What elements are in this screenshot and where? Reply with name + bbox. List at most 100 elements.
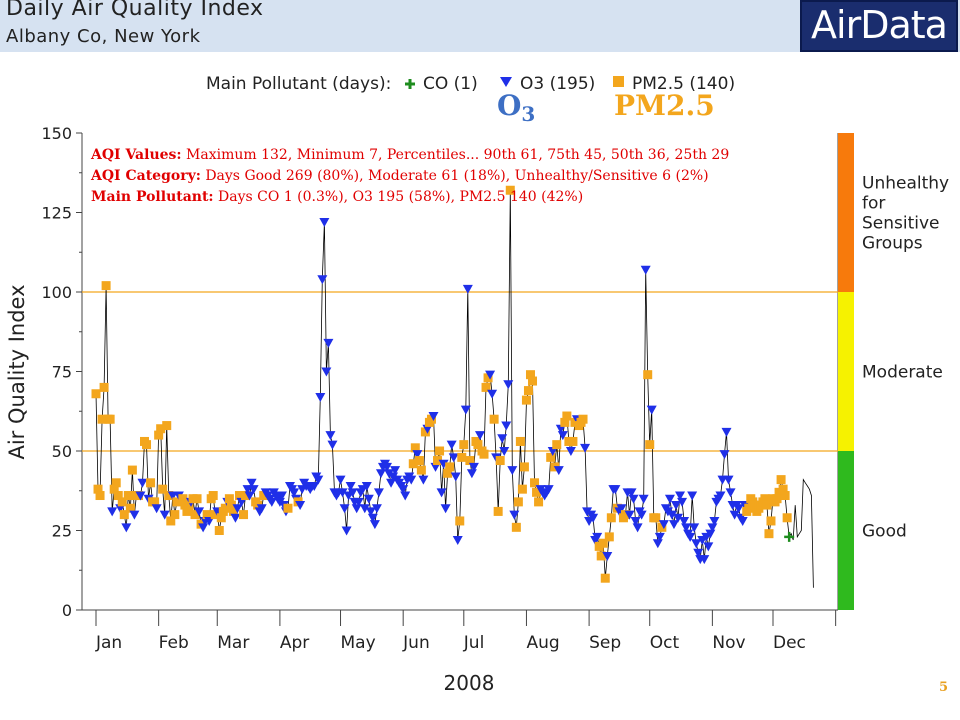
legend-prefix: Main Pollutant (days): — [206, 74, 391, 94]
pm25-point — [578, 414, 588, 424]
pm25-point — [493, 506, 503, 516]
o3-point — [359, 504, 370, 514]
o3-point — [466, 469, 477, 479]
pm25-point — [772, 494, 782, 504]
category-label-2-2: Sensitive — [862, 214, 940, 234]
pm25-point — [600, 573, 610, 583]
o3-point — [438, 459, 449, 469]
pm25-point — [604, 532, 614, 542]
o3-point — [677, 497, 688, 507]
o3-point — [630, 516, 641, 526]
o3-point — [335, 475, 346, 485]
category-band-0 — [838, 451, 854, 610]
month-label-Feb: Feb — [159, 633, 189, 653]
o3-point — [602, 551, 613, 561]
y-tick-label-150: 150 — [41, 124, 72, 143]
o3-point — [547, 447, 558, 456]
pm25-point — [598, 538, 608, 548]
pm25-point — [443, 468, 453, 478]
o3-point — [666, 510, 677, 520]
pm25-point — [127, 465, 137, 475]
y-tick-label-0: 0 — [62, 601, 72, 620]
pm25-point — [457, 452, 467, 462]
pm25-point — [489, 414, 499, 424]
y-tick-label-100: 100 — [41, 283, 72, 302]
pm25-point — [643, 370, 653, 380]
o3-point — [115, 504, 126, 514]
x-axis-label: 2008 — [444, 671, 495, 695]
month-label-Dec: Dec — [773, 633, 806, 653]
o3-point — [723, 475, 734, 485]
pm25-point — [123, 491, 133, 501]
o3-point — [507, 466, 518, 476]
o3-point — [367, 513, 378, 523]
annotation-main-pollutant: Main Pollutant: Days CO 1 (0.3%), O3 195… — [91, 189, 583, 205]
pm25-point — [105, 414, 115, 424]
o3-point — [129, 510, 140, 520]
pm25-point — [241, 491, 251, 501]
o3-point — [543, 485, 554, 495]
o3-point — [244, 491, 255, 501]
o3-point — [638, 494, 649, 504]
pm25-point — [530, 478, 540, 488]
pm25-point — [521, 395, 531, 405]
y-axis-label: Air Quality Index — [5, 284, 29, 459]
y-tick-label-125: 125 — [41, 204, 72, 223]
pm25-point — [513, 497, 523, 507]
pm25-point — [606, 513, 616, 523]
o3-point — [721, 427, 732, 437]
o3-point — [107, 507, 118, 517]
o3-point — [468, 462, 479, 472]
o3-point — [337, 488, 348, 498]
o3-point — [230, 513, 241, 523]
pm25-point — [117, 497, 127, 507]
pm25-point — [495, 456, 505, 466]
o3-point — [497, 434, 508, 444]
o3-point — [679, 516, 690, 526]
o3-point — [418, 475, 429, 485]
o3-point — [474, 431, 485, 441]
pm25-point — [435, 446, 445, 456]
o3-point — [646, 405, 657, 415]
pm25-point — [410, 443, 420, 453]
legend-o3-label: O3 (195) — [520, 74, 595, 94]
pm25-point — [651, 513, 661, 523]
pm25-point — [534, 497, 544, 507]
o3-point — [557, 431, 568, 441]
legend-pm25-label: PM2.5 (140) — [632, 74, 735, 94]
pm25-point — [515, 436, 525, 446]
pm25-point — [760, 494, 770, 504]
pm25-point — [560, 417, 570, 427]
o3-point — [198, 523, 209, 533]
pm25-point — [562, 411, 572, 421]
o3-point — [369, 520, 380, 530]
o3-point — [725, 488, 736, 498]
o3-point — [658, 520, 669, 530]
o3-point — [628, 494, 639, 504]
o3-point — [313, 475, 324, 485]
o3-point — [610, 485, 621, 495]
pm25-point — [473, 440, 483, 450]
pm25-point — [481, 382, 491, 392]
pm25-point — [101, 281, 111, 291]
pm25-point — [220, 503, 230, 513]
pm25-point — [525, 370, 535, 380]
o3-point — [487, 389, 498, 399]
o3-point — [236, 497, 247, 507]
o3-point — [317, 275, 328, 285]
o3-point — [323, 338, 334, 348]
o3-point — [685, 532, 696, 542]
pm25-point — [91, 389, 101, 399]
month-label-Jul: Jul — [463, 633, 485, 653]
pm25-point — [95, 491, 105, 501]
o3-point — [503, 380, 514, 390]
pm25-point — [764, 529, 774, 539]
o3-point — [588, 513, 599, 523]
pm25-point — [202, 510, 212, 520]
o3-point — [689, 523, 700, 533]
month-label-Jun: Jun — [402, 633, 430, 653]
o3-point — [624, 510, 635, 520]
o3-point — [422, 424, 433, 434]
